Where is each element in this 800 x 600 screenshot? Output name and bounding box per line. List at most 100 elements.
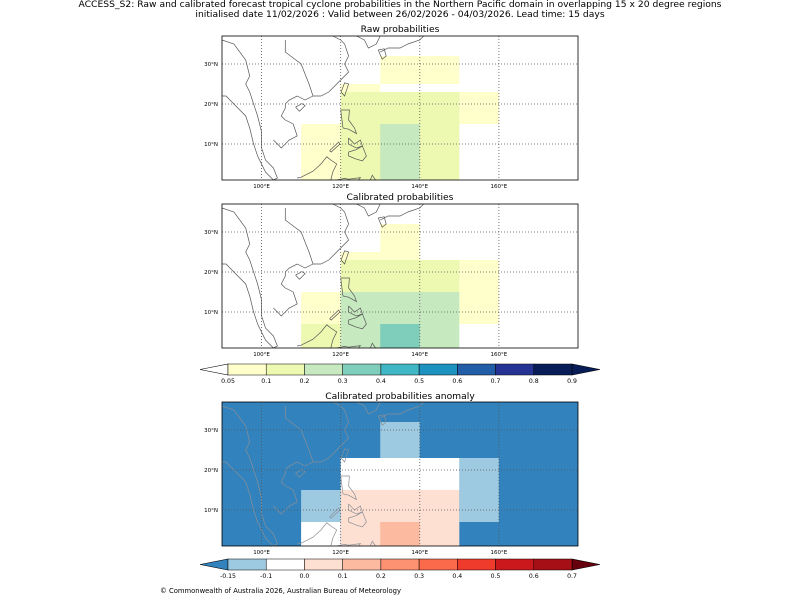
colorbar-probability: 0.05 0.1 0.2 0.3 0.4 0.5 0.6 0.7 0.8 0.9 [199, 363, 601, 385]
coastline-segment [336, 177, 362, 180]
probability-cell [459, 92, 499, 124]
coastline-segment [297, 156, 338, 180]
coastline-segment [356, 36, 381, 49]
colorbar-tick-label: 0.4 [452, 573, 462, 580]
probability-cells [301, 224, 499, 348]
coastline-segment [222, 405, 278, 546]
gridlines [222, 204, 578, 348]
coastline-segment [377, 216, 387, 228]
probability-cell [340, 84, 381, 92]
y-tick-label: 30°N [204, 230, 218, 236]
probability-cell [380, 224, 420, 260]
x-tick-label: 120°E [332, 184, 349, 190]
panel-title-calibrated: Calibrated probabilities [346, 192, 454, 203]
y-tick-label: 20°N [204, 468, 218, 474]
coastline [222, 204, 424, 348]
colorbar-swatch [227, 558, 267, 571]
colorbar-swatch [495, 558, 535, 571]
map-frame [221, 35, 579, 181]
probability-cell [459, 458, 499, 522]
probability-cell [340, 252, 381, 260]
figure-title-line1: ACCESS_S2: Raw and calibrated forecast t… [78, 0, 722, 10]
coastline [222, 402, 424, 546]
colorbar-swatch [533, 558, 573, 571]
colorbar-tick-label: 0.8 [529, 378, 539, 385]
x-tick-label: 140°E [411, 184, 428, 190]
probability-cell [459, 260, 499, 324]
colorbar-extend-high [571, 363, 601, 376]
map-panel-anomaly: 100°E 120°E 140°E 160°E 10°N 20°N 30°N [204, 401, 579, 556]
gridlines [222, 36, 578, 180]
gridlines [222, 402, 578, 546]
colorbar-swatch [304, 363, 343, 376]
y-tick-label: 30°N [204, 428, 218, 434]
x-tick-label: 160°E [491, 352, 508, 358]
figure-title-line2: initialised date 11/02/2026 : Valid betw… [195, 9, 605, 20]
colorbar-tick-label: 0.2 [376, 573, 386, 580]
colorbar-tick-label: 0.05 [221, 378, 235, 385]
coastline-segment [348, 511, 367, 528]
probability-cell [301, 324, 341, 348]
colorbar-tick-label: 0.7 [491, 378, 501, 385]
probability-cell [380, 124, 420, 180]
coastline-segment [340, 250, 350, 265]
coastline-segment [340, 277, 358, 303]
coastline-segment [348, 313, 367, 330]
copyright-footer: © Commonwealth of Australia 2026, Austra… [160, 587, 401, 595]
colorbar-tick-label: 0.1 [261, 378, 271, 385]
colorbar-swatch [227, 363, 267, 376]
colorbar-tick-label: 0.3 [414, 573, 424, 580]
colorbar-tick-label: 0.5 [414, 378, 424, 385]
coastline-segment [348, 145, 367, 162]
colorbar-swatch [342, 558, 382, 571]
panel-title-anomaly: Calibrated probabilities anomaly [325, 391, 475, 402]
colorbar-tick-label: 0.1 [338, 573, 348, 580]
colorbar-tick-label: 0.2 [300, 378, 310, 385]
probability-cell [301, 124, 341, 180]
x-tick-label: 100°E [253, 184, 270, 190]
x-tick-label: 140°E [411, 352, 428, 358]
colorbar-tick-label: 0.7 [567, 573, 577, 580]
x-tick-label: 160°E [491, 550, 508, 556]
probability-cell [380, 422, 420, 458]
coastline-segment [222, 39, 278, 180]
probability-cells [301, 422, 499, 546]
probability-cells [301, 56, 499, 180]
y-tick-label: 10°N [204, 310, 218, 316]
colorbar-tick-label: -0.15 [220, 573, 236, 580]
colorbar-tick-label: -0.1 [260, 573, 272, 580]
coastline-segment [369, 342, 376, 348]
coastline-segment [297, 324, 338, 348]
probability-cell [301, 522, 341, 546]
colorbar-swatch [380, 363, 420, 376]
colorbar-anomaly: -0.15 -0.1 0.0 0.1 0.2 0.3 0.4 0.5 0.6 0.7 [199, 558, 601, 580]
coastline-segment [222, 207, 278, 348]
probability-cell [380, 522, 420, 546]
colorbar-extend-low [199, 558, 229, 571]
y-tick-label: 10°N [204, 142, 218, 148]
probability-cell [301, 292, 341, 324]
coastline-segment [356, 204, 381, 217]
coastline-segment [380, 402, 424, 419]
coastline-segment [313, 402, 350, 463]
coastline-segment [297, 522, 338, 546]
colorbar-swatch [304, 558, 343, 571]
colorbar-swatch [265, 558, 305, 571]
map-frame [221, 401, 579, 547]
colorbar-extend-low [199, 363, 229, 376]
y-tick-label: 30°N [204, 62, 218, 68]
coastline-segment [380, 204, 424, 221]
coastline-segment [340, 448, 350, 463]
x-tick-label: 140°E [411, 550, 428, 556]
x-tick-label: 100°E [253, 352, 270, 358]
colorbar-tick-label: 0.0 [300, 573, 310, 580]
coastline-segment [295, 103, 306, 112]
coastline-segment [340, 109, 358, 135]
coastline-segment [336, 345, 362, 348]
colorbar-tick-label: 0.6 [529, 573, 539, 580]
map-panel-calibrated: 100°E 120°E 140°E 160°E 10°N 20°N 30°N [204, 203, 579, 358]
colorbar-swatch [495, 363, 535, 376]
panel-title-raw: Raw probabilities [360, 24, 440, 35]
coastline-segment [295, 469, 306, 478]
